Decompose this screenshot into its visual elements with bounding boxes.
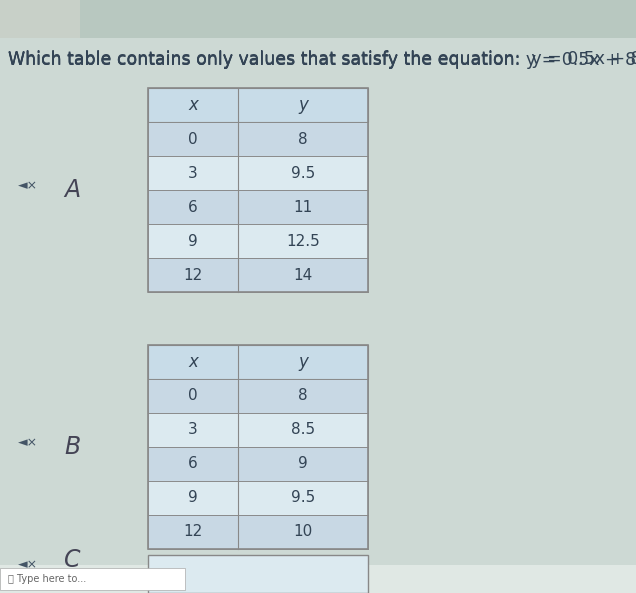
Text: A: A (64, 178, 80, 202)
Bar (148, 413, 368, 447)
Text: y: y (298, 353, 308, 371)
Bar (148, 190, 368, 224)
Text: Which table contains only values that satisfy the equation:: Which table contains only values that sa… (8, 51, 526, 69)
Text: 12: 12 (183, 267, 203, 282)
Bar (148, 447, 368, 481)
Bar (148, 555, 368, 593)
Text: 11: 11 (293, 199, 313, 215)
Text: x: x (188, 96, 198, 114)
Bar (148, 88, 368, 292)
Bar (148, 345, 368, 379)
Bar (148, 258, 368, 292)
Text: 6: 6 (188, 457, 198, 471)
Text: Which table contains only values that satisfy the equation:  y = 0.5x + 8?: Which table contains only values that sa… (8, 50, 636, 68)
Text: 8: 8 (298, 388, 308, 403)
Text: ◄×: ◄× (18, 436, 38, 449)
Text: 3: 3 (188, 422, 198, 438)
Text: C: C (64, 548, 80, 572)
Text: ◄×: ◄× (18, 559, 38, 572)
Text: 12.5: 12.5 (286, 234, 320, 248)
Text: y: y (298, 96, 308, 114)
Text: 14: 14 (293, 267, 313, 282)
Bar (0, 568, 185, 590)
Bar (148, 345, 368, 549)
Bar (148, 481, 368, 515)
Text: x: x (188, 353, 198, 371)
Text: B: B (64, 435, 80, 459)
Bar (0, 38, 636, 78)
Bar (148, 379, 368, 413)
Text: 8.5: 8.5 (291, 422, 315, 438)
Text: 0: 0 (188, 388, 198, 403)
Text: ◄×: ◄× (18, 180, 38, 193)
Text: 9.5: 9.5 (291, 165, 315, 180)
Text: 9: 9 (188, 234, 198, 248)
Bar (0, 565, 636, 593)
Text: 9.5: 9.5 (291, 490, 315, 505)
Text: 0: 0 (188, 132, 198, 146)
Text: 3: 3 (188, 165, 198, 180)
Text: 6: 6 (188, 199, 198, 215)
Bar (148, 88, 368, 122)
Bar (148, 224, 368, 258)
Text: 10: 10 (293, 524, 313, 540)
Text: 9: 9 (298, 457, 308, 471)
Text: 12: 12 (183, 524, 203, 540)
Text: Which table contains only values that satisfy the equation: y = 0.5x + 8?: Which table contains only values that sa… (8, 51, 636, 69)
Bar (0, 0, 636, 38)
Bar (0, 0, 80, 38)
Bar (148, 122, 368, 156)
Text: 8: 8 (298, 132, 308, 146)
Text: 🔍 Type here to...: 🔍 Type here to... (8, 574, 86, 584)
Bar (148, 156, 368, 190)
Text: 9: 9 (188, 490, 198, 505)
Bar (148, 515, 368, 549)
